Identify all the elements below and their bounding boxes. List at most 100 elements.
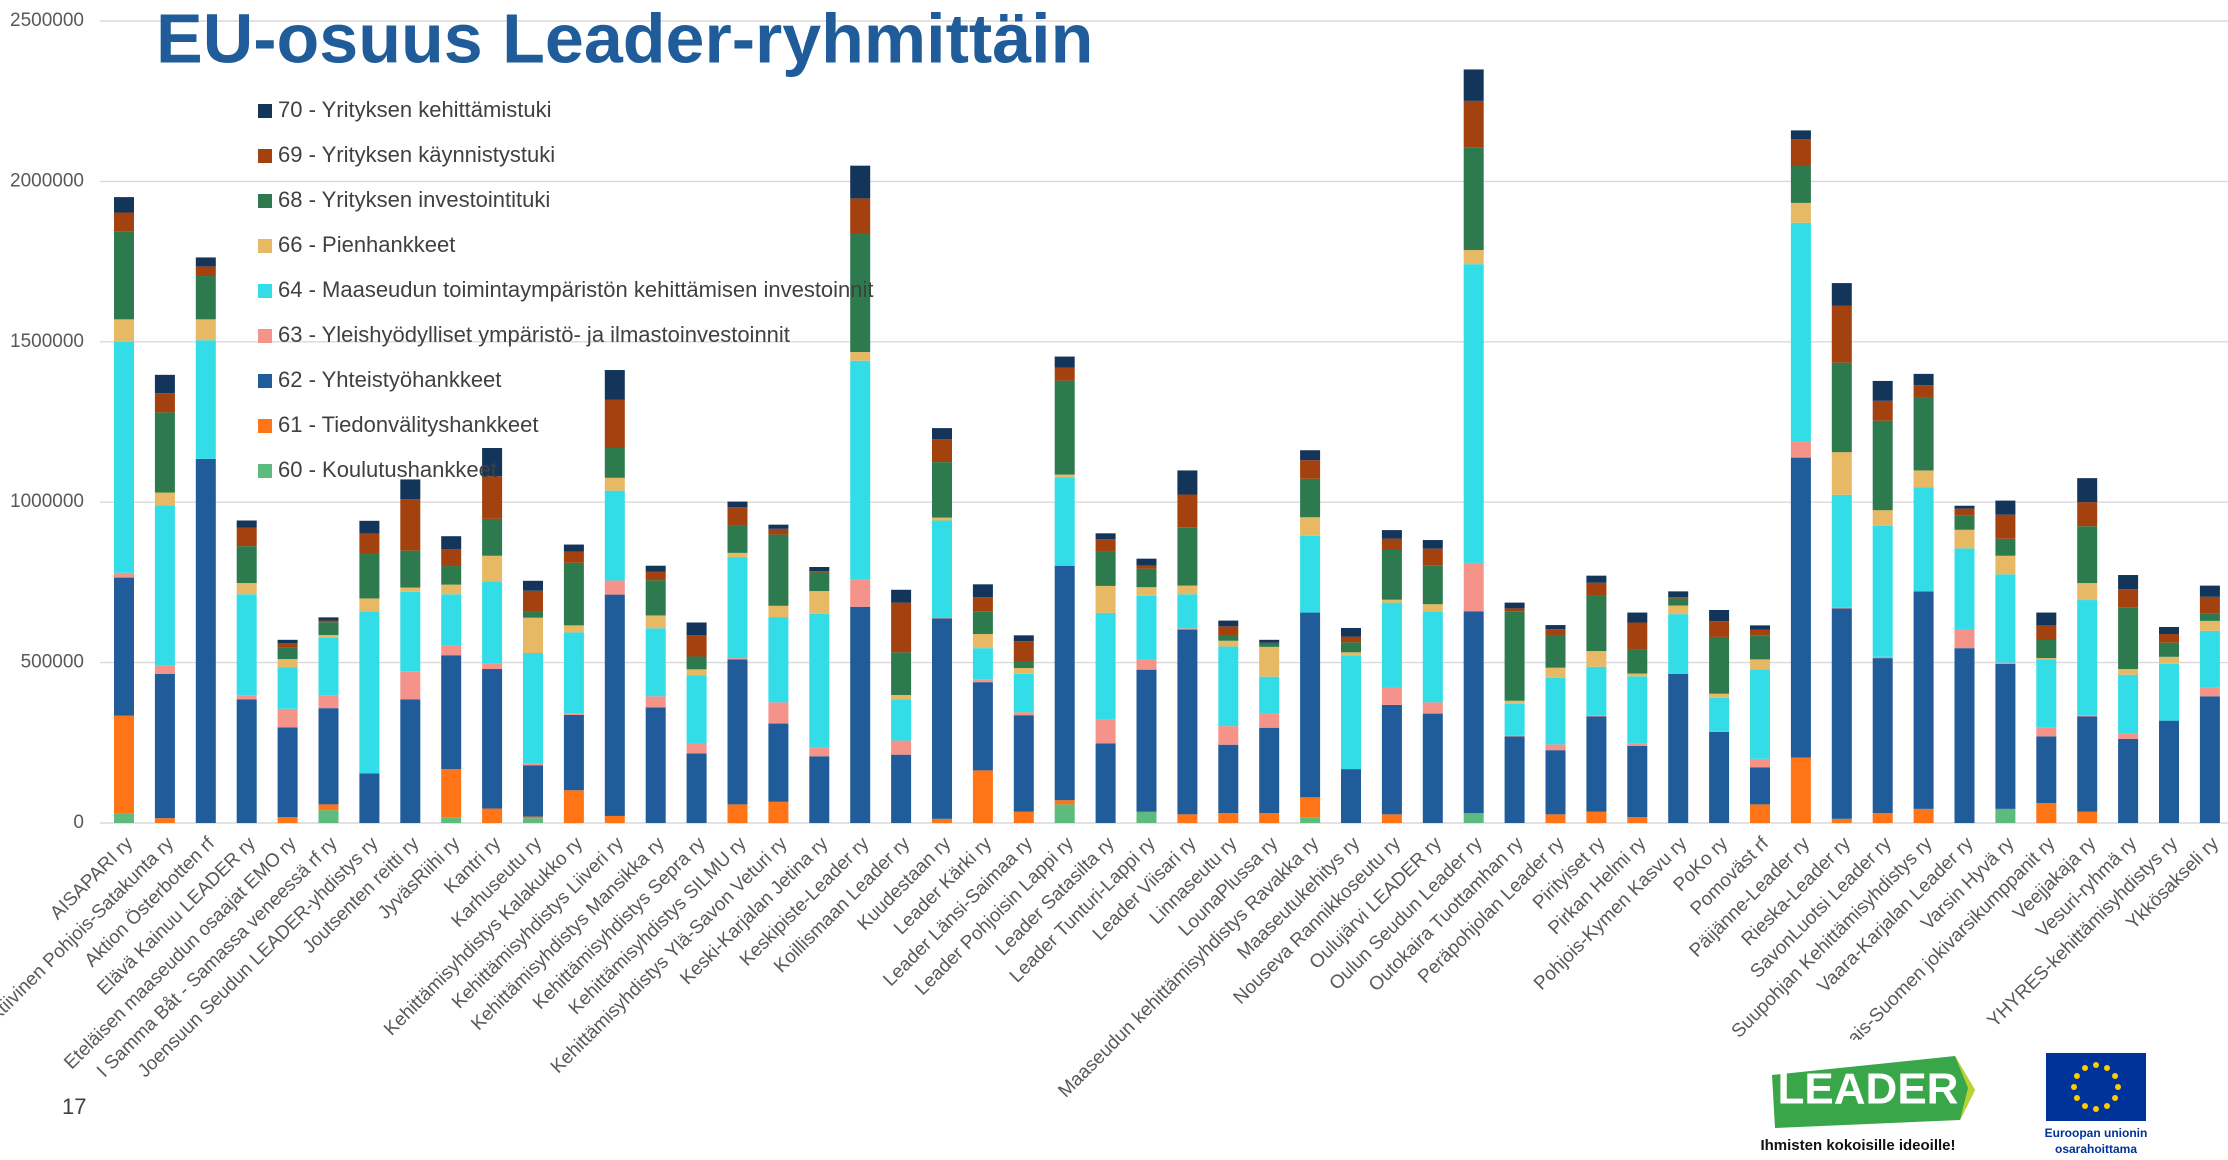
eu-star	[2104, 1103, 2110, 1110]
bar-segment	[2159, 663, 2179, 721]
bar-segment	[1504, 735, 1525, 737]
bar-segment	[850, 165, 871, 199]
bar-segment	[441, 594, 462, 646]
bar-segment	[1136, 669, 1157, 812]
bar-segment	[850, 234, 871, 353]
bar-segment	[972, 584, 993, 598]
bar-segment	[1381, 704, 1402, 815]
bar-segment	[1995, 555, 2016, 575]
bar-segment	[1218, 635, 1239, 641]
bar-segment	[1463, 611, 1484, 814]
eu-star	[2093, 1062, 2099, 1068]
chart-title: EU-osuus Leader-ryhmittäin	[156, 0, 1093, 77]
bar-segment	[932, 428, 952, 440]
bar-segment	[277, 639, 298, 644]
bar-segment	[972, 648, 993, 680]
bar-segment	[850, 198, 871, 235]
bar-segment	[482, 555, 503, 582]
bar-segment	[1381, 687, 1402, 705]
bar-segment	[1422, 702, 1443, 714]
bar-segment	[1177, 629, 1198, 815]
bar-segment	[2199, 687, 2220, 697]
bar-segment	[1790, 457, 1811, 758]
bar-segment	[1545, 635, 1566, 668]
bar-segment	[482, 808, 503, 823]
bar-segment	[932, 818, 952, 823]
bar-segment	[1422, 548, 1443, 566]
bar-segment	[1954, 515, 1975, 530]
bar-segment	[1545, 667, 1566, 678]
bar-segment	[1013, 668, 1034, 674]
bar-segment	[2077, 583, 2098, 601]
bar-segment	[563, 632, 584, 714]
bar-segment	[1095, 719, 1116, 744]
bar-segment	[1054, 474, 1075, 478]
bar-segment	[891, 589, 912, 603]
bar-segment	[1872, 510, 1893, 526]
bar-segment	[195, 276, 216, 320]
bar-segment	[1259, 646, 1280, 677]
bar-segment	[768, 801, 789, 823]
legend-swatch	[258, 239, 272, 253]
y-tick-label: 0	[73, 812, 84, 833]
bar-segment	[1054, 367, 1075, 381]
bar-segment	[359, 553, 380, 599]
bar-segment	[2036, 727, 2057, 737]
eu-star	[2112, 1095, 2119, 1101]
bar-segment	[195, 319, 216, 341]
bar-segment	[1872, 813, 1893, 823]
bar-segment	[1177, 494, 1198, 528]
bar-segment	[768, 723, 789, 802]
bar-segment	[686, 635, 707, 657]
bar-segment	[1586, 595, 1607, 652]
bar-segment	[2077, 716, 2098, 812]
bar-segment	[2077, 600, 2098, 716]
legend-swatch	[258, 419, 272, 433]
bar-segment	[359, 533, 380, 554]
bar-segment	[1341, 636, 1361, 643]
bar-segment	[1504, 736, 1525, 823]
bar-segment	[441, 566, 462, 585]
bar-segment	[1341, 627, 1361, 637]
bar-segment	[1136, 558, 1157, 566]
bar-segment	[359, 598, 380, 612]
bar-segment	[400, 591, 421, 672]
bar-segment	[1586, 716, 1607, 812]
bar-segment	[2077, 502, 2098, 527]
bar-segment	[1913, 487, 1934, 592]
bar-segment	[154, 412, 175, 493]
bar-segment	[850, 360, 871, 580]
bar-segment	[277, 659, 298, 668]
bar-segment	[891, 740, 912, 755]
bar-segment	[1422, 565, 1443, 605]
bar-segment	[1300, 450, 1321, 461]
bar-segment	[1300, 817, 1321, 823]
bar-segment	[1381, 530, 1402, 539]
bar-segment	[1627, 612, 1648, 623]
bar-segment	[441, 769, 462, 818]
bar-segment	[768, 528, 789, 535]
bar-segment	[1872, 400, 1893, 421]
bar-segment	[1259, 713, 1280, 728]
bar-segment	[1750, 635, 1770, 660]
bar-segment	[727, 659, 748, 805]
bar-segment	[154, 818, 175, 823]
bar-segment	[236, 695, 257, 700]
bar-segment	[563, 562, 584, 626]
bar-segment	[1422, 604, 1443, 612]
bar-segment	[2199, 696, 2220, 823]
y-tick-label: 1000000	[10, 491, 84, 512]
legend-label: 64 - Maaseudun toimintaympäristön kehitt…	[278, 277, 874, 302]
bar-segment	[645, 707, 666, 823]
bar-segment	[604, 815, 625, 823]
y-tick-label: 500000	[21, 652, 84, 673]
bar-segment	[154, 665, 175, 674]
bar-segment	[932, 618, 952, 819]
bar-segment	[932, 520, 952, 618]
bar-segment	[891, 652, 912, 696]
eu-star	[2073, 1095, 2080, 1101]
bar-segment	[195, 340, 216, 459]
bar-segment	[236, 583, 257, 595]
bar-segment	[2199, 585, 2220, 597]
bar-segment	[1504, 602, 1525, 609]
